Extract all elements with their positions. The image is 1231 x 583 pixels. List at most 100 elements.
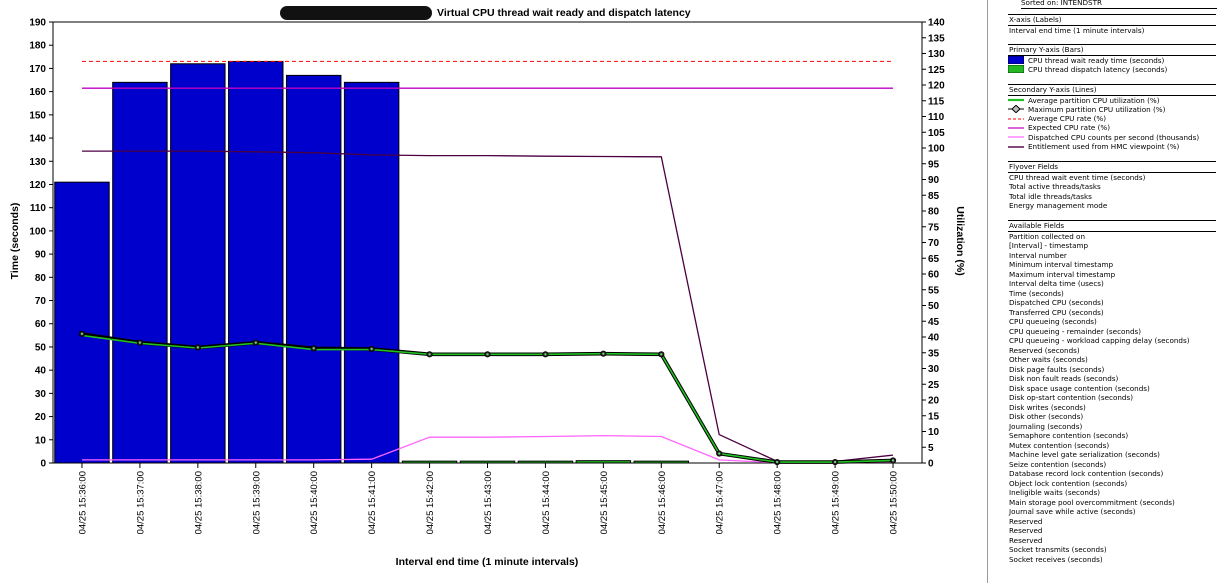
- bar-wait-ready[interactable]: [343, 81, 400, 464]
- point-marker-center: [428, 353, 431, 356]
- field-item[interactable]: Dispatched CPU (seconds): [1009, 298, 1104, 307]
- legend-item[interactable]: Dispatched CPU counts per second (thousa…: [1008, 133, 1216, 142]
- field-item[interactable]: Ineligible waits (seconds): [1009, 488, 1101, 497]
- field-item[interactable]: Total active threads/tasks: [1009, 182, 1101, 191]
- field-item[interactable]: Interval number: [1009, 250, 1067, 260]
- legend-secondary-header: Secondary Y-axis (Lines): [1008, 84, 1216, 96]
- legend-item[interactable]: Expected CPU rate (%): [1008, 123, 1216, 132]
- point-marker-center: [370, 347, 373, 351]
- legend-item[interactable]: Average CPU rate (%): [1008, 114, 1216, 123]
- bar-wait-ready[interactable]: [285, 74, 342, 464]
- legend-secondary-section: Secondary Y-axis (Lines) Average partiti…: [1008, 84, 1216, 151]
- bar-dispatch-latency[interactable]: [459, 460, 516, 464]
- x-tick-label: 04/25 15:38:00: [193, 471, 204, 534]
- redaction-block: [280, 6, 432, 20]
- field-item[interactable]: Disk other (seconds): [1009, 412, 1084, 421]
- field-item[interactable]: Reserved: [1009, 535, 1043, 545]
- diamond-marker-swatch-icon: [1008, 105, 1024, 114]
- point-marker-center: [486, 353, 489, 356]
- field-item[interactable]: Disk op-start contention (seconds): [1009, 393, 1134, 402]
- y-tick-label: 110: [30, 203, 47, 214]
- y-tick-label: 190: [29, 18, 46, 29]
- field-item[interactable]: Total idle threads/tasks: [1009, 191, 1092, 201]
- y-tick-label: 30: [35, 389, 47, 400]
- legend-item[interactable]: CPU thread dispatch latency (seconds): [1008, 65, 1216, 74]
- green-line-swatch-icon: [1008, 96, 1024, 104]
- field-item[interactable]: Object lock contention (seconds): [1009, 478, 1128, 488]
- legend-item[interactable]: Average partition CPU utilization (%): [1008, 96, 1216, 105]
- legend-item-label: Expected CPU rate (%): [1028, 123, 1111, 133]
- legend-primary-section: Primary Y-axis (Bars) CPU thread wait re…: [1008, 44, 1216, 74]
- field-item[interactable]: Other waits (seconds): [1009, 355, 1088, 364]
- field-item[interactable]: Database record lock contention (seconds…: [1009, 469, 1164, 478]
- field-item[interactable]: CPU thread wait event time (seconds): [1009, 172, 1146, 182]
- field-item[interactable]: Interval delta time (usecs): [1009, 279, 1104, 288]
- field-item[interactable]: Socket receives (seconds): [1009, 554, 1103, 564]
- field-item[interactable]: Main storage pool overcommitment (second…: [1009, 497, 1175, 507]
- y2-tick-label: 140: [928, 18, 945, 29]
- field-item[interactable]: Maximum interval timestamp: [1009, 269, 1116, 279]
- field-item[interactable]: Time (seconds): [1009, 288, 1064, 298]
- field-item[interactable]: Transferred CPU (seconds): [1009, 307, 1104, 317]
- legend-item[interactable]: Maximum partition CPU utilization (%): [1008, 105, 1216, 114]
- bar-dispatch-latency[interactable]: [575, 460, 632, 464]
- legend-xaxis-item[interactable]: Interval end time (1 minute intervals): [1009, 25, 1145, 35]
- field-item[interactable]: Disk space usage contention (seconds): [1009, 383, 1150, 393]
- point-marker-center: [138, 341, 142, 344]
- bar-wait-ready[interactable]: [54, 181, 110, 464]
- bar-dispatch-latency[interactable]: [401, 460, 458, 464]
- field-item[interactable]: Journaling (seconds): [1009, 421, 1083, 431]
- dark-purple-line-swatch-icon: [1008, 143, 1024, 151]
- y-tick-label: 140: [29, 134, 46, 145]
- x-tick-label: 04/25 15:47:00: [715, 471, 726, 534]
- field-item[interactable]: Energy management mode: [1009, 201, 1108, 210]
- y2-tick-label: 85: [928, 191, 940, 202]
- field-item[interactable]: Reserved: [1009, 526, 1043, 535]
- bar-dispatch-latency[interactable]: [517, 460, 574, 464]
- y2-tick-label: 10: [928, 427, 940, 438]
- bar-wait-ready[interactable]: [112, 81, 168, 464]
- point-marker-center: [718, 452, 721, 455]
- field-item[interactable]: Disk non fault reads (seconds): [1009, 374, 1119, 383]
- bar-dispatch-latency[interactable]: [633, 460, 690, 464]
- bar-wait-ready[interactable]: [170, 63, 226, 464]
- y-tick-label: 60: [35, 319, 47, 330]
- y-axis-label: Time (seconds): [9, 203, 21, 280]
- field-item[interactable]: Seize contention (seconds): [1009, 459, 1107, 469]
- field-item[interactable]: CPU queueing - workload capping delay (s…: [1009, 336, 1190, 345]
- point-marker-center: [602, 352, 605, 355]
- legend-item-label: Dispatched CPU counts per second (thousa…: [1028, 132, 1200, 142]
- field-item[interactable]: Socket transmits (seconds): [1009, 545, 1107, 554]
- y2-tick-label: 55: [928, 285, 940, 296]
- y2-tick-label: 65: [928, 254, 940, 265]
- field-item[interactable]: Disk writes (seconds): [1009, 402, 1086, 412]
- field-item[interactable]: [Interval] - timestamp: [1009, 241, 1089, 250]
- point-marker-center: [660, 353, 663, 356]
- y-tick-label: 70: [35, 296, 47, 307]
- y-tick-label: 120: [29, 180, 46, 191]
- field-item[interactable]: Reserved (seconds): [1009, 345, 1080, 355]
- field-item[interactable]: Partition collected on: [1009, 231, 1085, 241]
- x-tick-label: 04/25 15:36:00: [77, 471, 88, 534]
- chart: Virtual CPU thread wait ready and dispat…: [9, 6, 966, 568]
- field-item[interactable]: Mutex contention (seconds): [1009, 440, 1110, 450]
- field-item[interactable]: Disk page faults (seconds): [1009, 364, 1105, 374]
- legend-flyover-section: Flyover Fields CPU thread wait event tim…: [1008, 161, 1216, 211]
- legend-item-label: Average CPU rate (%): [1028, 114, 1107, 124]
- field-item[interactable]: Machine level gate serialization (second…: [1009, 450, 1160, 459]
- field-item[interactable]: Semaphore contention (seconds): [1009, 431, 1129, 440]
- bar-wait-ready[interactable]: [228, 60, 284, 464]
- field-item[interactable]: CPU queueing (seconds): [1009, 317, 1097, 326]
- legend-xaxis-header: X-axis (Labels): [1008, 14, 1216, 26]
- legend-item[interactable]: CPU thread wait ready time (seconds): [1008, 56, 1216, 65]
- field-item[interactable]: CPU queueing - remainder (seconds): [1009, 326, 1142, 336]
- x-tick-label: 04/25 15:48:00: [773, 471, 784, 534]
- y-tick-label: 10: [35, 435, 47, 446]
- field-item[interactable]: Reserved: [1009, 516, 1043, 526]
- field-item[interactable]: Journal save while active (seconds): [1009, 507, 1136, 516]
- field-item[interactable]: Minimum interval timestamp: [1009, 260, 1114, 269]
- legend-item[interactable]: Entitlement used from HMC viewpoint (%): [1008, 142, 1216, 151]
- legend-item-label: Average partition CPU utilization (%): [1028, 95, 1160, 105]
- point-marker-center: [891, 459, 895, 462]
- sorted-on-label: Sorted on: INTENDSTR: [1021, 0, 1217, 9]
